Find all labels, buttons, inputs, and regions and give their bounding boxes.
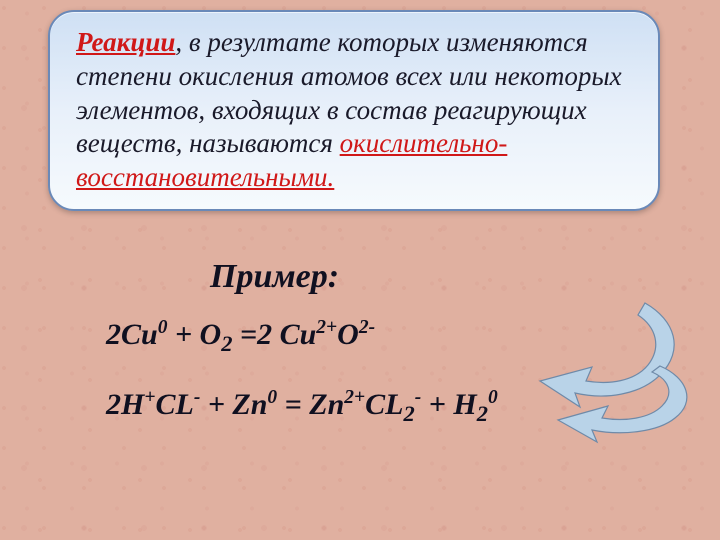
definition-text: Реакции, в резултате которых изменяются … [76,26,632,195]
example-title: Пример: [210,258,339,296]
equation-2: 2H+CL- + Zn0 = Zn2+CL2- + H20 [106,388,498,422]
equation-1: 2Cu0 + O2 =2 Cu2+O2- [106,318,375,352]
arrow-2 [500,360,700,440]
definition-lead: Реакции [76,27,175,57]
definition-box: Реакции, в резултате которых изменяются … [48,10,660,211]
